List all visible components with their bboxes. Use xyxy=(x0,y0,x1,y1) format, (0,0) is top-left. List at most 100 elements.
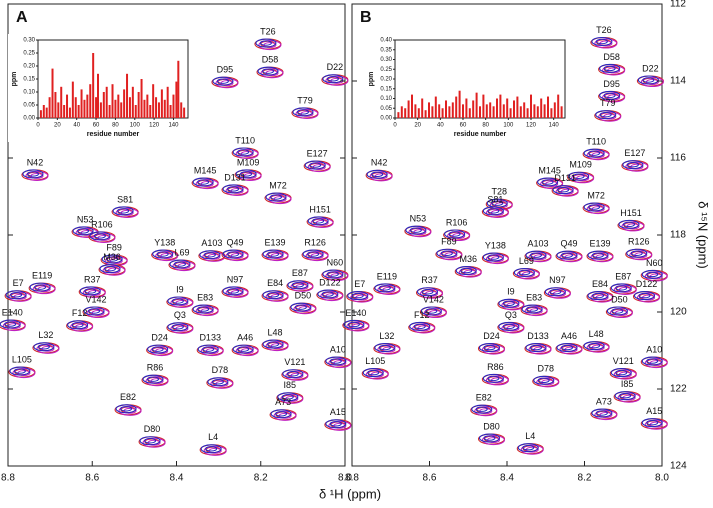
peak-label: E139 xyxy=(589,239,610,249)
peak-contour xyxy=(343,319,365,330)
peak-contour xyxy=(325,75,349,86)
peak-contour xyxy=(555,186,579,197)
peak-contour xyxy=(9,366,31,376)
peak-contour xyxy=(590,252,614,263)
peak-contour xyxy=(421,289,434,295)
inset-bar xyxy=(424,110,427,118)
peak-contour xyxy=(329,421,342,427)
inset-y-tick-label: 0.05 xyxy=(23,103,35,109)
inset-bar xyxy=(169,105,172,118)
peak-contour xyxy=(262,68,275,74)
peak-contour xyxy=(594,409,618,421)
x-tick-label: 8.8 xyxy=(1,473,15,484)
peak-label: D133 xyxy=(199,332,221,342)
peak-contour xyxy=(522,444,535,451)
peak-contour xyxy=(528,252,552,263)
peak-contour xyxy=(70,321,94,332)
inset-bar xyxy=(92,53,95,118)
peak-contour xyxy=(280,393,304,404)
peak-contour xyxy=(290,281,314,292)
peak-contour xyxy=(556,250,578,260)
peak-label: M145 xyxy=(194,165,217,175)
panel-label: B xyxy=(360,9,372,26)
inset-bar xyxy=(126,73,129,118)
peak-contour xyxy=(321,291,334,297)
peak-label: A46 xyxy=(237,332,253,342)
peak-label: N42 xyxy=(27,157,44,167)
inset-y-tick-label: 0.35 xyxy=(380,47,392,53)
peak-contour xyxy=(595,410,608,416)
peak-contour xyxy=(307,162,331,173)
peak-contour xyxy=(405,225,427,235)
peak-contour xyxy=(267,341,280,347)
inset-bar xyxy=(155,97,158,118)
inset-bar xyxy=(128,97,131,118)
peak-contour xyxy=(559,252,583,263)
peak-contour xyxy=(549,289,562,295)
peak-label: A15 xyxy=(646,406,662,416)
inset-bar xyxy=(451,102,454,118)
inset-x-tick-label: 0 xyxy=(36,123,40,129)
peak-contour xyxy=(293,304,317,315)
peak-label: L32 xyxy=(379,331,394,341)
inset-bar xyxy=(441,108,444,118)
peak-contour xyxy=(151,346,164,352)
inset-bar xyxy=(414,104,417,118)
y-tick-label: 124 xyxy=(670,461,687,472)
peak-label: E7 xyxy=(13,278,24,288)
peak-contour xyxy=(225,185,249,197)
peak-label: D95 xyxy=(217,65,234,75)
inset-bar xyxy=(502,104,505,118)
peak-label: D122 xyxy=(636,279,658,289)
peak-contour xyxy=(633,291,656,301)
peak-contour xyxy=(478,343,501,353)
peak-contour xyxy=(590,292,614,303)
peak-label: S81 xyxy=(487,194,503,204)
peak-contour xyxy=(167,322,189,332)
peak-contour xyxy=(320,291,344,302)
peak-label: Y138 xyxy=(154,237,175,247)
peak-contour xyxy=(32,284,56,295)
peak-label: L105 xyxy=(12,354,32,364)
peak-contour xyxy=(152,249,174,259)
inset-y-tick-label: 0.40 xyxy=(380,38,392,44)
peak-contour xyxy=(197,344,219,354)
peak-contour xyxy=(501,323,525,334)
inset-bar xyxy=(489,102,492,118)
peak-label: L48 xyxy=(589,329,604,339)
x-tick-label: 8.4 xyxy=(500,473,514,484)
inset-bar xyxy=(114,99,117,118)
inset-y-tick-label: 0.25 xyxy=(380,67,392,73)
inset-bar xyxy=(543,104,546,118)
peak-contour xyxy=(312,218,325,224)
x-tick-label: 8.2 xyxy=(578,473,592,484)
peak-contour xyxy=(559,344,583,355)
peak-label: I85 xyxy=(284,380,297,390)
peak-contour xyxy=(67,320,89,330)
peak-contour xyxy=(171,324,184,330)
inset-bar xyxy=(472,100,475,118)
inset-bar xyxy=(60,86,63,118)
peak-label: I9 xyxy=(176,284,184,294)
peak-contour xyxy=(267,251,280,257)
peak-contour xyxy=(268,193,292,205)
peak-contour xyxy=(528,344,552,355)
peak-contour xyxy=(595,110,617,120)
peak-contour xyxy=(644,419,668,430)
peak-contour xyxy=(197,179,210,185)
peak-contour xyxy=(455,266,477,276)
peak-label: I9 xyxy=(507,287,515,297)
peak-contour xyxy=(275,411,288,417)
peak-contour xyxy=(170,323,194,334)
peak-contour xyxy=(458,267,482,278)
peak-contour xyxy=(225,287,249,299)
peak-contour xyxy=(205,446,218,452)
peak-contour xyxy=(156,251,169,257)
peak-label: L69 xyxy=(174,247,189,257)
inset-x-tick-label: 60 xyxy=(93,123,100,129)
peak-label: E7 xyxy=(354,279,365,289)
inset-bar xyxy=(492,106,495,118)
peak-contour xyxy=(167,296,189,306)
peak-contour xyxy=(12,368,36,379)
peak-contour xyxy=(155,250,179,262)
